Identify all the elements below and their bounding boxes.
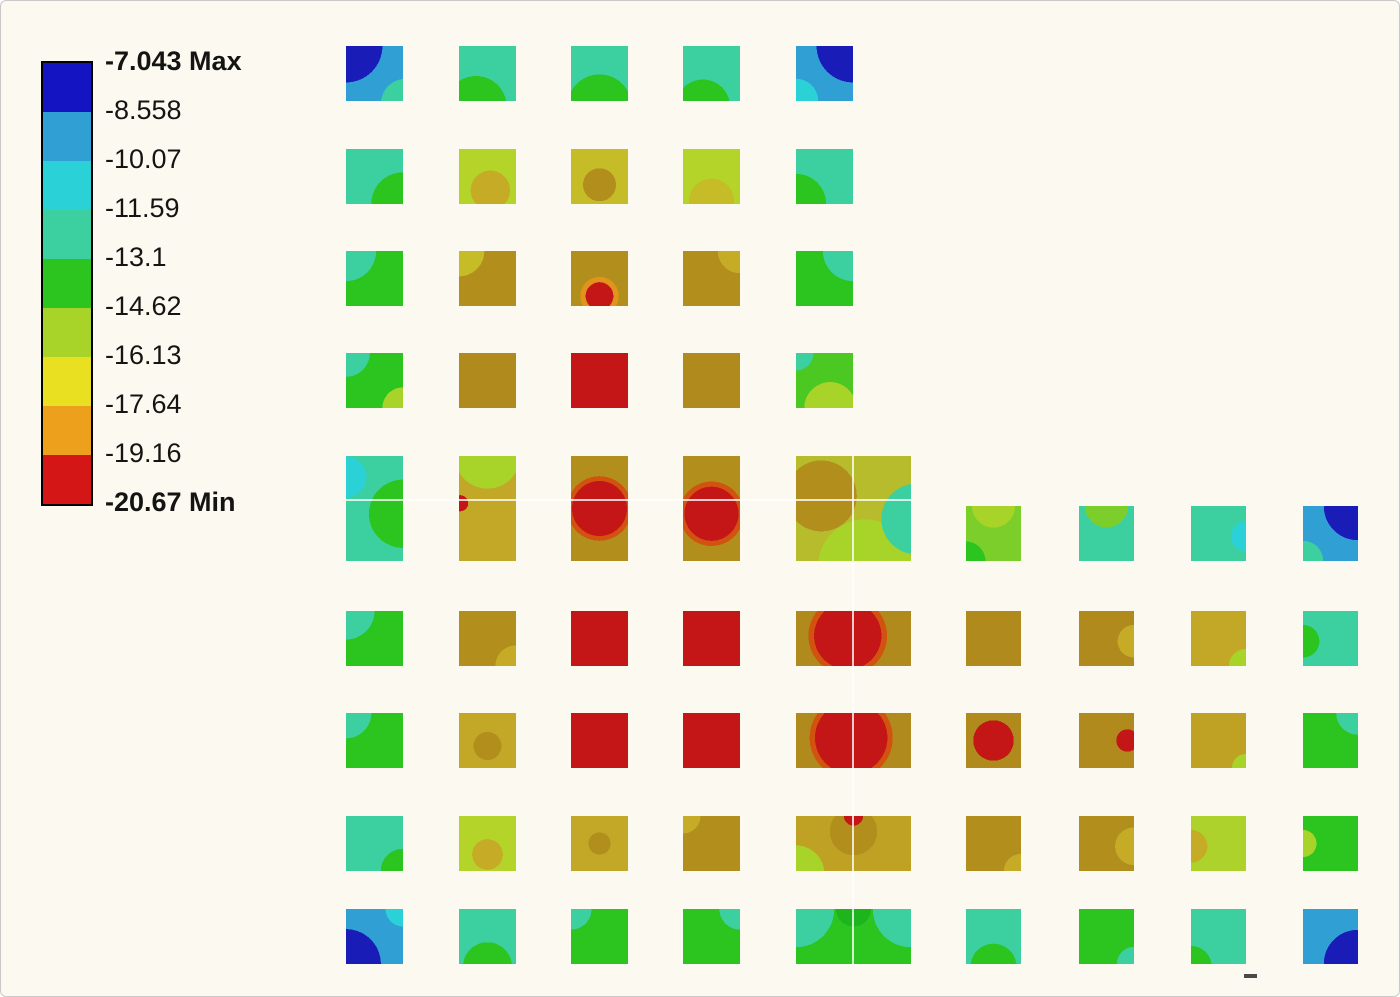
contour-cell-r1c0 [346,149,403,204]
contour-cell-r7c0 [346,816,403,871]
contour-cell-r3c1 [459,353,516,408]
contour-cell-r8c3 [683,909,740,964]
contour-cell-r6c1 [459,713,516,768]
contour-cell-r3c0 [346,353,403,408]
legend-color-band-7 [43,406,91,455]
contour-cell-r8c0 [346,909,403,964]
legend-color-band-0 [43,63,91,112]
contour-cell-r6c2 [571,713,628,768]
contour-cell-r5c7 [1191,611,1246,666]
contour-cell-r6c3 [683,713,740,768]
contour-cell-r0c2 [571,46,628,101]
contour-cell-r2c2 [571,251,628,306]
contour-cell-r1c2 [571,149,628,204]
legend-tick-label-3: -11.59 [105,193,180,223]
legend-tick-label-5: -14.62 [105,291,182,321]
contour-cell-r3c4 [796,353,853,408]
legend-color-band-1 [43,112,91,161]
contour-cell-r6c8 [1303,713,1358,768]
contour-cell-r5c2 [571,611,628,666]
contour-cell-r5c3 [683,611,740,666]
contour-cell-r4c5 [966,506,1021,561]
contour-cell-r2c3 [683,251,740,306]
contour-cell-r5c5 [966,611,1021,666]
contour-cell-r6c5 [966,713,1021,768]
legend-color-band-6 [43,357,91,406]
contour-cell-r1c1 [459,149,516,204]
contour-cell-r0c0 [346,46,403,101]
contour-cell-r4c2 [571,456,628,561]
legend-color-band-3 [43,210,91,259]
contour-cell-r5c6 [1079,611,1134,666]
contour-cell-r2c4 [796,251,853,306]
contour-cell-r4c8 [1303,506,1358,561]
symmetry-line-vertical [852,456,854,964]
legend-color-band-2 [43,161,91,210]
contour-cell-r1c4 [796,149,853,204]
legend-tick-label-0: -7.043 Max [105,46,242,76]
contour-cell-r5c1 [459,611,516,666]
contour-cell-r4c6 [1079,506,1134,561]
legend-tick-label-1: -8.558 [105,95,182,125]
legend-tick-label-7: -17.64 [105,389,182,419]
contour-cell-r5c0 [346,611,403,666]
legend-color-band-8 [43,455,91,504]
contour-cell-r2c0 [346,251,403,306]
contour-cell-r7c7 [1191,816,1246,871]
contour-cell-r8c1 [459,909,516,964]
legend-tick-label-4: -13.1 [105,242,167,272]
contour-cell-r8c6 [1079,909,1134,964]
contour-cell-r5c8 [1303,611,1358,666]
contour-cell-r0c1 [459,46,516,101]
contour-cell-r1c3 [683,149,740,204]
legend-tick-label-6: -16.13 [105,340,182,370]
contour-cell-r8c7 [1191,909,1246,964]
contour-cell-r7c2 [571,816,628,871]
legend-tick-label-9: -20.67 Min [105,487,236,517]
legend-color-band-4 [43,259,91,308]
contour-cell-r8c5 [966,909,1021,964]
contour-cell-r0c3 [683,46,740,101]
contour-cell-r7c1 [459,816,516,871]
contour-cell-r7c6 [1079,816,1134,871]
contour-cell-r7c8 [1303,816,1358,871]
contour-cell-r3c2 [571,353,628,408]
legend-colorbar [41,61,93,506]
tick-mark [1244,974,1257,978]
legend-tick-label-8: -19.16 [105,438,182,468]
contour-cell-r7c5 [966,816,1021,871]
legend-color-band-5 [43,308,91,357]
symmetry-line-horizontal [346,499,911,501]
contour-cell-r6c0 [346,713,403,768]
contour-cell-r0c4 [796,46,853,101]
contour-cell-r2c1 [459,251,516,306]
contour-cell-r4c1 [459,456,516,561]
contour-cell-r3c3 [683,353,740,408]
legend-tick-label-2: -10.07 [105,144,182,174]
contour-cell-r8c2 [571,909,628,964]
contour-cell-r7c3 [683,816,740,871]
contour-cell-r6c6 [1079,713,1134,768]
contour-cell-r4c3 [683,456,740,561]
contour-cell-r4c0 [346,456,403,561]
contour-cell-r6c7 [1191,713,1246,768]
contour-cell-r8c8 [1303,909,1358,964]
contour-cell-r4c7 [1191,506,1246,561]
